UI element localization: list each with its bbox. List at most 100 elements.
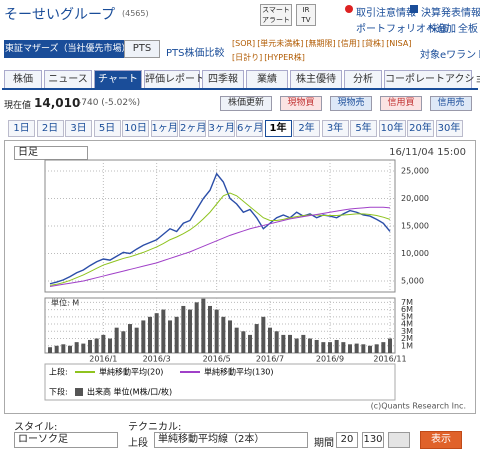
badges: [SOR] [単元未満株] [無期限] [信用] [貸株] [NISA] xyxy=(232,38,413,49)
volume-bar xyxy=(68,345,72,353)
chart-frame xyxy=(4,140,476,414)
market-tab[interactable]: PTS xyxy=(124,40,160,58)
legend-box xyxy=(44,363,396,401)
volume-bar xyxy=(328,342,332,353)
technical-label: テクニカル: xyxy=(128,422,182,433)
chart: 5,000 10,000 15,000 20,000 25,000 1M2M3M4M5M6… xyxy=(44,159,466,411)
period-input[interactable]: 20 xyxy=(336,432,358,448)
volume-bar xyxy=(121,331,126,353)
x-tick-label: 2016/9 xyxy=(316,355,344,364)
volume-bar xyxy=(354,343,359,353)
volume-bar xyxy=(214,309,219,353)
volume-bar xyxy=(108,338,112,353)
badge: [無期限] xyxy=(305,39,336,48)
volume-bar xyxy=(114,327,119,353)
y-tick-label: 10,000 xyxy=(401,249,429,258)
nav-tab[interactable]: 株価 xyxy=(4,70,42,88)
ir-tv-button[interactable]: IR TV xyxy=(296,4,316,26)
volume-bar xyxy=(288,334,292,353)
nav-tab[interactable]: 四季報 xyxy=(202,70,244,88)
badge: [単元未満株] xyxy=(257,39,304,48)
period-tab[interactable]: 1日 xyxy=(8,120,35,137)
period-label: 期間 xyxy=(314,438,334,449)
nav-tab[interactable]: ニュース xyxy=(44,70,92,88)
nav-tab[interactable]: 株主優待 xyxy=(290,70,342,88)
period-tab[interactable]: 1年 xyxy=(264,120,292,137)
volume-bar xyxy=(134,327,139,353)
trade-button[interactable]: 現物買 xyxy=(280,96,322,111)
period-input[interactable]: 130 xyxy=(362,432,384,448)
volume-bar xyxy=(368,345,372,353)
volume-bar xyxy=(268,327,272,353)
x-tick-label: 2016/3 xyxy=(143,355,171,364)
pts-compare-link[interactable]: PTS株価比較 xyxy=(166,48,225,59)
volume-bar xyxy=(308,338,312,353)
link[interactable]: 株価 xyxy=(428,24,448,35)
volume-bar xyxy=(321,342,326,353)
period-tab[interactable]: 2ヶ月 xyxy=(179,120,206,137)
volume-bar xyxy=(334,339,339,353)
price-change: -740 (-5.02%) xyxy=(78,98,141,108)
y-tick-label: 6M xyxy=(401,305,413,314)
trade-button[interactable]: 株価更新 xyxy=(220,96,272,111)
volume-bar xyxy=(48,347,52,353)
volume-bar xyxy=(294,338,299,353)
technical-select[interactable]: 単純移動平均線（2本） xyxy=(154,432,308,448)
volume-bar xyxy=(228,320,232,353)
y-tick-label: 20,000 xyxy=(401,194,429,203)
x-tick-label: 2016/11 xyxy=(373,355,406,364)
volume-bar xyxy=(314,339,319,353)
nav-tab[interactable]: コーポレートアクション xyxy=(384,70,480,88)
period-tab[interactable]: 6ヶ月 xyxy=(236,120,263,137)
trade-button[interactable]: 信用買 xyxy=(380,96,422,111)
period-tab[interactable]: 20年 xyxy=(407,120,434,137)
report-icon xyxy=(410,5,418,13)
period-tab[interactable]: 3年 xyxy=(321,120,349,137)
volume-bar xyxy=(254,324,259,353)
volume-bar xyxy=(101,334,106,353)
volume-bar xyxy=(148,316,152,353)
link[interactable]: 決算発表情報 xyxy=(421,8,480,19)
volume-bar xyxy=(361,344,366,353)
volume-bar xyxy=(301,334,306,353)
style-select[interactable]: ローソク足 xyxy=(14,432,118,448)
y-tick-label: 3M xyxy=(401,327,413,336)
volume-bar xyxy=(61,344,66,353)
period-tab[interactable]: 2年 xyxy=(293,120,320,137)
period-tab[interactable]: 5年 xyxy=(350,120,377,137)
market-tab[interactable]: 東証マザーズ（当社優先市場） xyxy=(4,40,131,58)
nav-tab[interactable]: 評価レポート xyxy=(144,70,205,88)
link[interactable]: 取引注意情報 xyxy=(356,8,416,19)
link[interactable]: 全板 xyxy=(458,24,478,35)
period-tab[interactable]: 10日 xyxy=(122,120,149,137)
tab-underline xyxy=(2,88,478,90)
nav-tab[interactable]: 分析 xyxy=(344,70,382,88)
x-tick-label: 2016/1 xyxy=(89,355,117,364)
series-line xyxy=(49,206,391,287)
period-tab[interactable]: 30年 xyxy=(435,120,463,137)
warrant-link[interactable]: 対象eワラント xyxy=(420,50,480,61)
period-tab[interactable]: 5日 xyxy=(93,120,121,137)
trade-button[interactable]: 現物売 xyxy=(330,96,372,111)
submit-button[interactable]: 表示 xyxy=(420,431,462,449)
period-input[interactable] xyxy=(388,432,410,448)
period-tab[interactable]: 10年 xyxy=(378,120,406,137)
nav-tab[interactable]: 業績 xyxy=(246,70,288,88)
stock-title: そーせいグループ xyxy=(4,7,116,23)
badges: [日計り] [HYPER株] xyxy=(232,52,307,63)
volume-bar xyxy=(208,305,212,353)
volume-bar xyxy=(281,334,286,353)
alert-button[interactable]: スマートアラート xyxy=(260,4,292,26)
trade-button[interactable]: 信用売 xyxy=(430,96,472,111)
period-tab[interactable]: 1ヶ月 xyxy=(150,120,178,137)
period-tab[interactable]: 3ヶ月 xyxy=(207,120,235,137)
nav-tab[interactable]: チャート xyxy=(94,70,142,88)
link[interactable]: ポートフォリオへ追加 xyxy=(356,24,456,35)
legend-label: 出来高 単位(M株/口/枚) xyxy=(87,387,172,397)
volume-bar xyxy=(248,334,252,353)
price: 14,010 xyxy=(34,96,81,110)
period-tab[interactable]: 2日 xyxy=(36,120,64,137)
volume-bar xyxy=(274,331,279,353)
y-tick-label: 7M xyxy=(401,298,413,307)
period-tab[interactable]: 3日 xyxy=(65,120,92,137)
